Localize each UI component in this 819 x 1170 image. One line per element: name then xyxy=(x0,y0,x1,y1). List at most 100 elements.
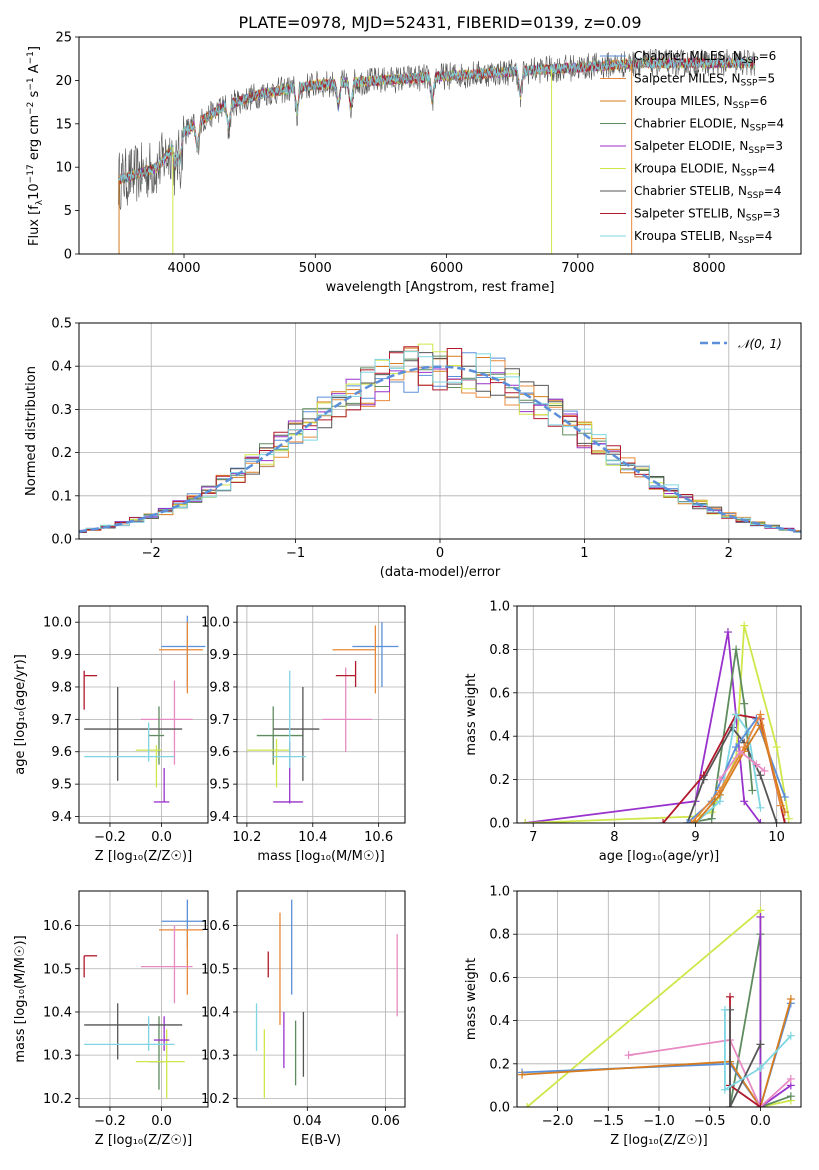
y-axis-label-part: s xyxy=(27,90,42,101)
x-tick-label: 9 xyxy=(691,830,699,845)
weight-line xyxy=(522,998,792,1107)
x-tick-label: 10.2 xyxy=(232,830,261,845)
x-axis-label: mass [log₁₀(M/M☉)] xyxy=(257,849,384,864)
y-axis-label-part: 10 xyxy=(27,183,42,200)
axes-frame xyxy=(516,890,802,1108)
weight-line xyxy=(729,1009,762,1107)
legend-label-text: Kroupa MILES, N xyxy=(634,94,733,108)
y-tick-label: 10.0 xyxy=(43,616,72,631)
panel-4: 10.2 10.4 10.6 9.4 9.5 9.6 9.7 9.8 9.9 10.0 mass [… xyxy=(201,605,406,864)
x-axis-label: Z [log₁₀(Z/Z☉)] xyxy=(610,1133,707,1148)
legend-label: Chabrier MILES, NSSP=6 xyxy=(634,49,776,66)
legend-label: 𝒩(0, 1) xyxy=(738,337,782,351)
x-tick-label: −0.2 xyxy=(94,830,126,845)
y-tick-label: 10.0 xyxy=(201,616,230,631)
y-tick-label: 10.5 xyxy=(201,962,230,977)
x-tick-label: 7000 xyxy=(561,261,594,276)
x-tick-label: −1.5 xyxy=(592,1114,624,1129)
legend-label-text: Chabrier STELIB, N xyxy=(634,184,747,198)
x-tick-label: −1.0 xyxy=(643,1114,675,1129)
legend-label-value: =4 xyxy=(764,184,782,198)
legend-label-value: =6 xyxy=(750,94,768,108)
x-tick-label: −2 xyxy=(142,546,161,561)
weight-line xyxy=(628,1039,792,1107)
panel-7: 0.04 0.06 10.2 10.3 10.4 10.5 10.6 E(B-V) xyxy=(201,890,406,1148)
normal-curve xyxy=(79,365,801,533)
x-tick-label: 0.04 xyxy=(293,1114,322,1129)
y-axis-label-part: −2 xyxy=(26,102,36,115)
x-axis-label: (data-model)/error xyxy=(380,565,501,580)
histogram-step xyxy=(79,351,801,533)
y-tick-label: 9.9 xyxy=(51,648,72,663)
y-tick-label: 9.9 xyxy=(209,648,230,663)
x-tick-label: 0 xyxy=(436,546,444,561)
x-tick-label: 8 xyxy=(610,830,618,845)
y-tick-label: 0.2 xyxy=(489,1057,510,1072)
y-tick-label: 20 xyxy=(55,74,72,89)
legend-label-value: =6 xyxy=(759,49,777,63)
model-spectrum-line xyxy=(118,57,756,185)
legend-label-sub: SSP xyxy=(742,56,759,66)
y-axis-label-part: erg cm xyxy=(27,115,42,164)
axes-frame xyxy=(236,890,406,1108)
x-tick-label: 2 xyxy=(725,546,733,561)
legend-label-sub: SSP xyxy=(741,169,758,179)
panel-1: 4000 5000 6000 7000 8000 0 5 10 15 20 25 wavelength… xyxy=(26,13,802,295)
legend-label-text: Salpeter ELODIE, N xyxy=(634,139,748,153)
legend-label-value: =4 xyxy=(766,117,784,131)
x-tick-label: 10.6 xyxy=(364,830,393,845)
panel-3: −0.2 0.0 9.4 9.5 9.6 9.7 9.8 9.9 10.0 Z [log₁₀(Z/… xyxy=(13,605,209,864)
y-tick-label: 25 xyxy=(55,31,72,46)
y-tick-label: 10.4 xyxy=(43,1005,72,1020)
y-tick-label: 10.2 xyxy=(201,1092,230,1107)
y-tick-label: 9.5 xyxy=(209,778,230,793)
legend-label: Kroupa ELODIE, NSSP=4 xyxy=(634,162,775,179)
y-tick-label: 0.4 xyxy=(489,1014,510,1029)
model-spectrum-line xyxy=(118,56,756,185)
y-tick-label: 0.6 xyxy=(489,686,510,701)
y-tick-label: 9.7 xyxy=(51,713,72,728)
axes-frame xyxy=(78,890,209,1108)
legend-label-value: =4 xyxy=(757,162,775,176)
y-tick-label: 0.0 xyxy=(489,817,510,832)
y-tick-label: 1.0 xyxy=(489,885,510,900)
x-tick-label: 6000 xyxy=(430,261,463,276)
x-tick-label: −1 xyxy=(286,546,305,561)
x-tick-label: 0.06 xyxy=(371,1114,400,1129)
y-tick-label: 10.6 xyxy=(201,919,230,934)
legend-label: Salpeter MILES, NSSP=5 xyxy=(634,72,775,89)
y-tick-label: 10.6 xyxy=(43,919,72,934)
legend-label-sub: SSP xyxy=(750,124,767,134)
axes-frame xyxy=(78,322,802,540)
y-tick-label: 15 xyxy=(55,117,72,132)
weight-line xyxy=(759,916,792,1107)
x-tick-label: −0.5 xyxy=(694,1114,726,1129)
y-axis-label: mass weight xyxy=(464,958,479,1040)
y-tick-label: 0.4 xyxy=(489,730,510,745)
y-tick-label: 10.3 xyxy=(43,1049,72,1064)
chart-title: PLATE=0978, MJD=52431, FIBERID=0139, z=0… xyxy=(238,13,641,32)
y-tick-label: 0.0 xyxy=(489,1101,510,1116)
y-tick-label: 10.3 xyxy=(201,1049,230,1064)
x-axis-label: age [log₁₀(age/yr)] xyxy=(599,849,720,864)
histograms xyxy=(79,343,801,533)
y-tick-label: 0.4 xyxy=(51,360,72,375)
legend-label-sub: SSP xyxy=(741,79,758,89)
y-axis-label-part: ] xyxy=(27,46,42,51)
panel-8: −2.0 −1.5 −1.0 −0.5 0.0 0.0 0.2 0.4 0.6 0.8 1.0 Z [… xyxy=(464,885,802,1148)
y-tick-label: 5 xyxy=(64,204,72,219)
y-tick-label: 0.8 xyxy=(489,928,510,943)
x-tick-label: 10.4 xyxy=(298,830,327,845)
y-tick-label: 10.5 xyxy=(43,962,72,977)
weight-line xyxy=(525,625,790,823)
y-axis-label: mass [log₁₀(M/M☉)] xyxy=(13,935,28,1062)
y-tick-label: 0.6 xyxy=(489,971,510,986)
weight-lines xyxy=(521,621,793,823)
legend-label-value: =4 xyxy=(755,229,773,243)
x-tick-label: 0.0 xyxy=(750,1114,771,1129)
x-tick-label: 5000 xyxy=(299,261,332,276)
y-tick-label: 9.6 xyxy=(209,745,230,760)
y-axis-label: age [log₁₀(age/yr)] xyxy=(13,654,28,775)
x-tick-label: 4000 xyxy=(167,261,200,276)
x-axis-label: Z [log₁₀(Z/Z☉)] xyxy=(95,849,192,864)
